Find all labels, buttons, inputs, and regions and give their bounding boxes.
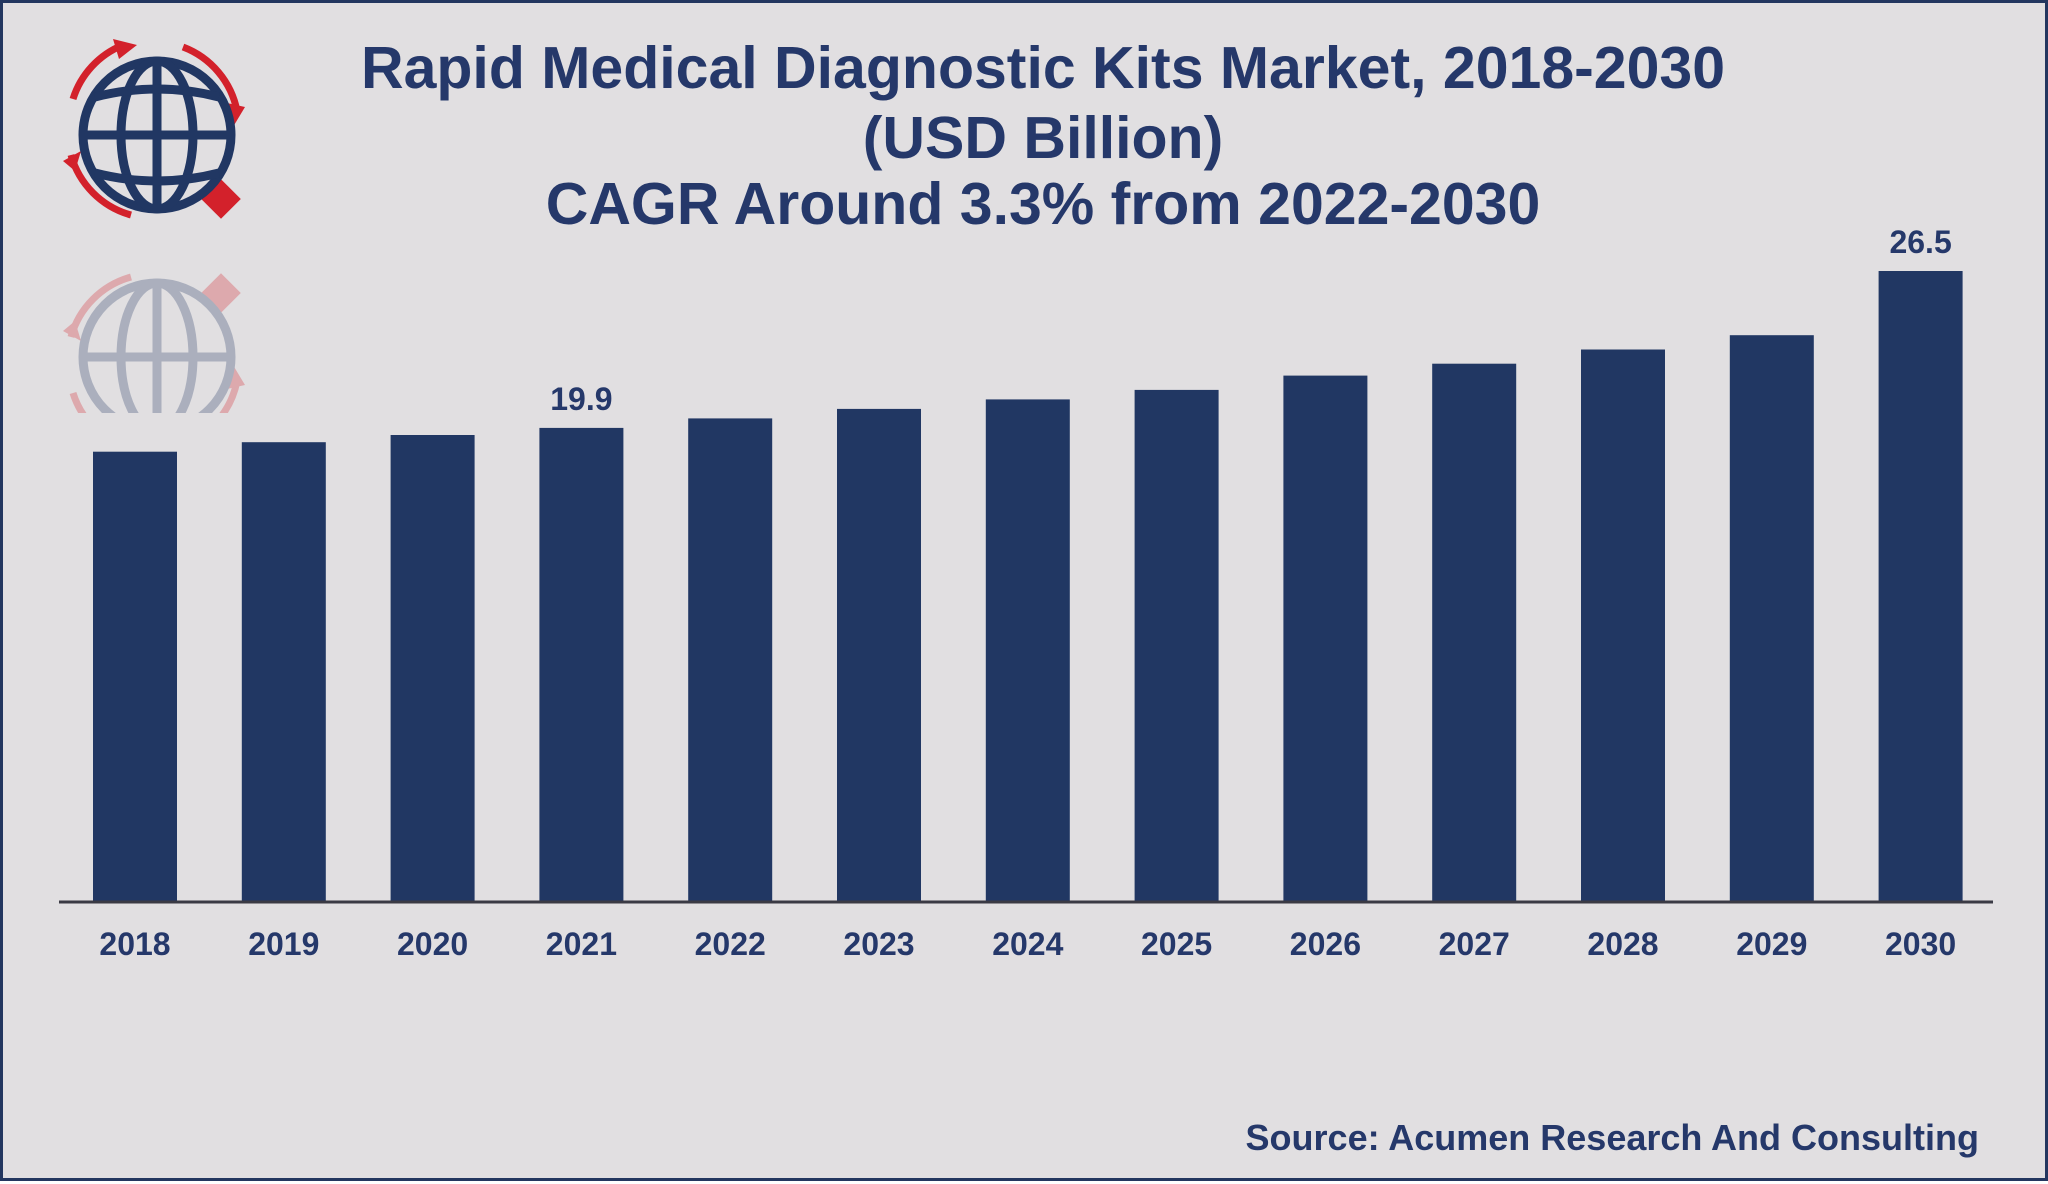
source-note: Source: Acumen Research And Consulting xyxy=(1245,1117,1979,1158)
chart-title-line-3: CAGR Around 3.3% from 2022-2030 xyxy=(545,171,1541,237)
x-tick-label-2024: 2024 xyxy=(992,926,1063,962)
chart-title-line-2: (USD Billion) xyxy=(862,105,1224,171)
x-tick-label-2019: 2019 xyxy=(248,926,319,962)
bar-2022 xyxy=(688,418,773,901)
x-tick-label-2023: 2023 xyxy=(843,926,914,962)
bar-2025 xyxy=(1134,389,1219,901)
bar-2026 xyxy=(1283,375,1368,902)
bar-2018 xyxy=(93,451,177,901)
bar-2030 xyxy=(1878,271,1963,901)
x-tick-label-2018: 2018 xyxy=(99,926,170,962)
bar-2024 xyxy=(985,399,1070,901)
globe-logo-icon xyxy=(63,39,245,219)
x-tick-label-2028: 2028 xyxy=(1587,926,1658,962)
bar-2021 xyxy=(539,427,624,901)
bar-chart: 2018 2019 2020 2021 19.9 2022 2023 2024 2025 2026… xyxy=(59,224,1993,962)
x-tick-label-2027: 2027 xyxy=(1439,926,1510,962)
x-tick-label-2021: 2021 xyxy=(546,926,617,962)
x-tick-label-2025: 2025 xyxy=(1141,926,1212,962)
bar-2023 xyxy=(837,408,921,901)
globe-logo-reflection-icon xyxy=(63,273,245,413)
x-tick-label-2029: 2029 xyxy=(1736,926,1807,962)
x-tick-label-2020: 2020 xyxy=(397,926,468,962)
bar-2019 xyxy=(241,442,326,901)
x-tick-label-2022: 2022 xyxy=(695,926,766,962)
bar-2020 xyxy=(390,435,475,901)
data-label-2021: 19.9 xyxy=(550,381,612,417)
chart-title-line-1: Rapid Medical Diagnostic Kits Market, 20… xyxy=(360,35,1726,101)
bar-2027 xyxy=(1432,363,1517,901)
data-label-2030: 26.5 xyxy=(1889,224,1951,260)
bar-2028 xyxy=(1581,349,1665,901)
bar-2029 xyxy=(1729,335,1814,901)
x-tick-label-2026: 2026 xyxy=(1290,926,1361,962)
x-tick-label-2030: 2030 xyxy=(1885,926,1956,962)
